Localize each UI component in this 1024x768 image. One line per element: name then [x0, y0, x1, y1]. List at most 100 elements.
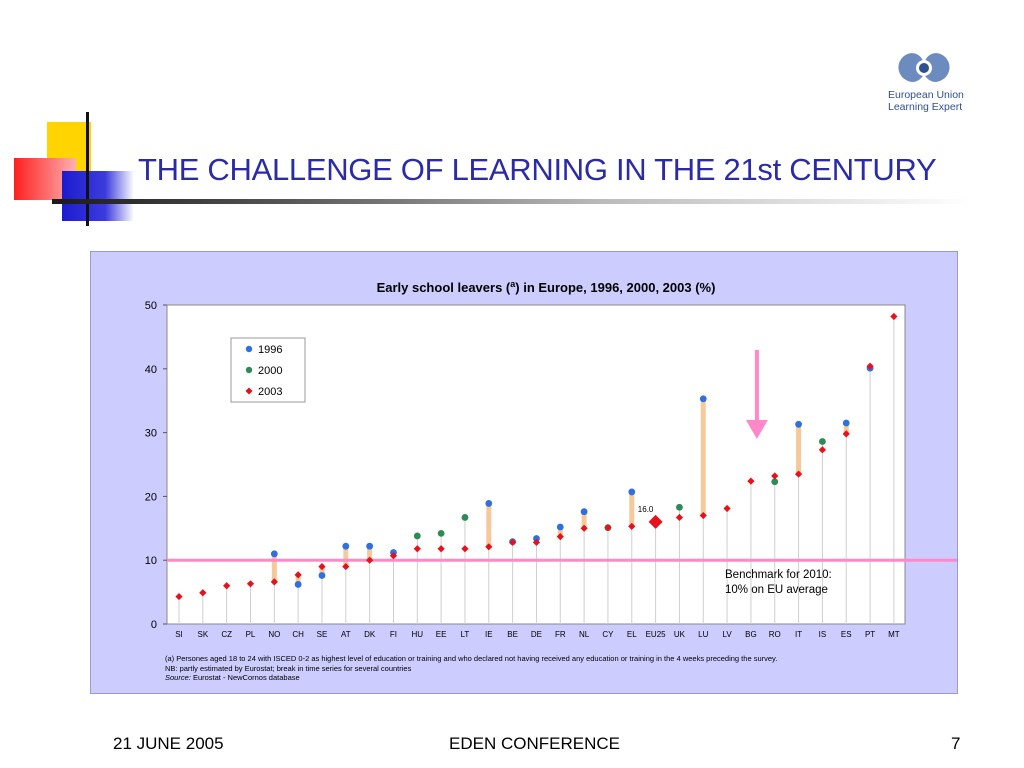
point-2000: [771, 478, 779, 486]
y-tick-label: 40: [145, 364, 157, 376]
point-2003: [556, 532, 564, 541]
chart-source-label: Source:: [165, 673, 191, 682]
point-2003: [223, 582, 231, 590]
x-tick-label: IE: [485, 630, 493, 639]
point-2003: [318, 562, 326, 571]
benchmark-label-line1: Benchmark for 2010:: [725, 569, 832, 581]
point-1996: [699, 395, 707, 403]
point-1996: [294, 581, 302, 588]
x-tick-label: NO: [268, 630, 280, 639]
point-1996: [366, 542, 374, 550]
deco-blue-square: [62, 171, 134, 221]
change-bar: [271, 553, 277, 582]
x-tick-label: DE: [531, 630, 542, 639]
point-2003: [413, 545, 421, 553]
footer-date: 21 JUNE 2005: [113, 734, 224, 753]
legend: 1996 2000 2003: [230, 337, 306, 403]
point-2003: [270, 578, 278, 586]
point-2003: [771, 472, 779, 480]
change-bar: [367, 546, 373, 561]
x-tick-label: SK: [197, 630, 208, 639]
x-tick-label: AT: [341, 630, 351, 639]
point-2003: [532, 538, 541, 546]
point-2003: [604, 524, 612, 532]
y-tick-label: 0: [151, 619, 157, 631]
change-bar: [486, 503, 492, 547]
change-bar: [629, 491, 635, 527]
point-2003: [461, 545, 469, 553]
x-tick-label: NL: [579, 630, 590, 639]
chart-source: Source: Eurostat - NewCornos database: [165, 673, 300, 682]
pointer-arrow-head: [745, 420, 768, 439]
x-tick-label: FR: [555, 630, 566, 639]
chart-panel: Early school leavers (a) in Europe, 1996…: [90, 251, 958, 694]
chart-svg: Early school leavers (a) in Europe, 1996…: [145, 279, 957, 639]
point-2003: [509, 538, 517, 546]
change-bar: [843, 423, 849, 434]
x-tick-label: EU25: [646, 630, 667, 639]
slide-title: THE CHALLENGE OF LEARNING IN THE 21st CE…: [138, 152, 937, 187]
x-tick-label: LT: [461, 630, 470, 639]
benchmark-label-line2: 10% on EU average: [725, 584, 828, 596]
legend-marker: [245, 387, 253, 395]
change-bar: [700, 398, 706, 516]
x-tick-label: SI: [175, 630, 183, 639]
point-2003: [818, 446, 827, 454]
x-tick-label: DK: [364, 630, 376, 639]
point-2003: [580, 524, 588, 532]
eu-learning-expert-logo: [898, 53, 950, 82]
point-2003: [366, 556, 374, 564]
x-tick-label: UK: [674, 630, 686, 639]
x-tick-label: SE: [317, 630, 328, 639]
point-1996: [318, 572, 326, 579]
change-bar: [557, 527, 563, 537]
point-1996: [628, 488, 636, 496]
x-tick-label: CZ: [221, 630, 232, 639]
title-underline: [52, 199, 972, 204]
x-tick-label: EL: [627, 630, 637, 639]
point-2000: [676, 503, 683, 511]
point-2003: [675, 513, 684, 522]
point-1996: [580, 508, 588, 516]
chart-title: Early school leavers (a) in Europe, 1996…: [377, 279, 716, 295]
point-1996: [795, 420, 802, 428]
x-tick-label: MT: [888, 630, 900, 639]
legend-label: 2000: [258, 365, 282, 377]
point-1996: [556, 523, 564, 531]
x-tick-label: PT: [865, 630, 875, 639]
change-bar: [581, 511, 587, 529]
chart-source-text: Eurostat - NewCornos database: [190, 673, 300, 682]
chart-note-nb: NB: partly estimated by Eurostat; break …: [165, 664, 412, 673]
point-2003: [628, 522, 636, 530]
point-2003: [199, 589, 207, 597]
point-2003: [485, 543, 493, 551]
x-tick-label: BG: [745, 630, 757, 639]
point-1996: [270, 550, 278, 558]
point-1996: [485, 500, 493, 507]
change-bar: [295, 574, 301, 585]
point-2000: [461, 514, 469, 521]
page-number: 7: [951, 734, 961, 753]
point-1996: [842, 419, 850, 427]
x-tick-label: EE: [436, 630, 447, 639]
x-tick-label: HU: [412, 630, 424, 639]
legend-marker: [245, 366, 253, 374]
point-2003: [246, 580, 255, 588]
highlight-label: 16.0: [638, 505, 654, 514]
point-2000: [437, 530, 445, 537]
x-tick-label: FI: [390, 630, 397, 639]
point-2003: [342, 562, 350, 571]
footer-event: EDEN CONFERENCE: [449, 734, 620, 753]
y-tick-label: 20: [145, 491, 157, 503]
point-1996: [342, 542, 350, 550]
point-2003: [175, 592, 183, 601]
point-2003: [437, 545, 445, 553]
change-bar: [343, 546, 349, 567]
point-2003: [699, 511, 707, 520]
x-tick-label: LV: [722, 630, 732, 639]
point-2003: [389, 552, 398, 560]
x-tick-label: LU: [698, 630, 708, 639]
x-tick-label: IS: [819, 630, 827, 639]
point-2003: [890, 312, 898, 321]
point-2003-highlight: [648, 514, 663, 529]
